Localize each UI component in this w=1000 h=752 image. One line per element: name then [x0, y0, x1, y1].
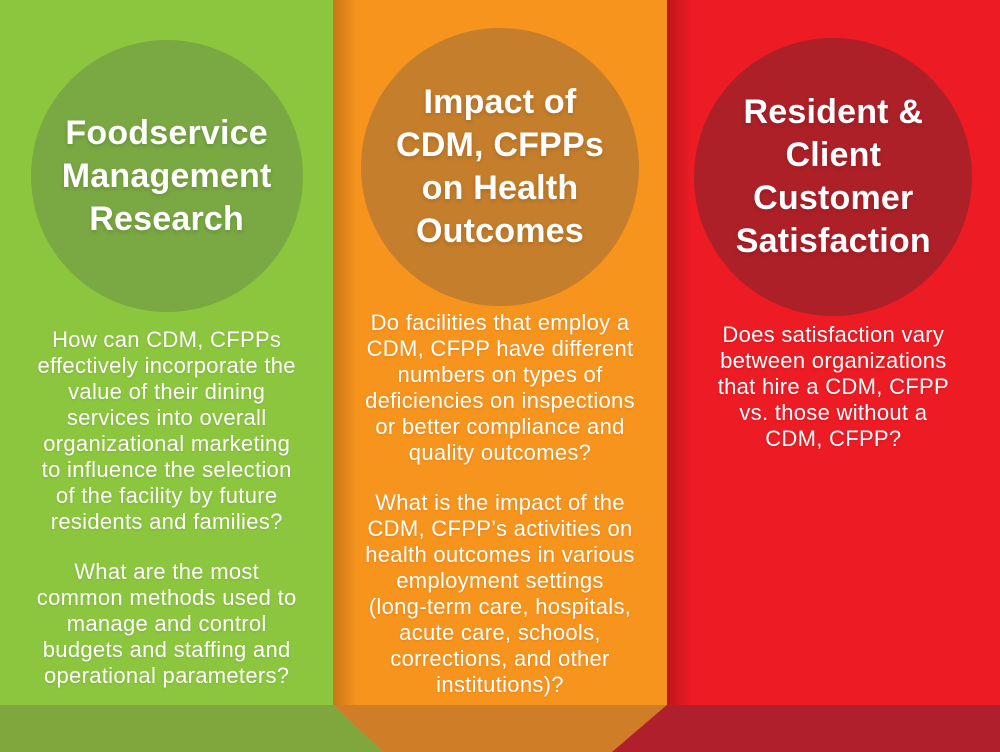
topic-circle-foodservice: Foodservice Management Research [30, 40, 303, 312]
questions-satisfaction: Does satisfaction vary between organizat… [667, 322, 1000, 476]
column-resident-client-satisfaction: Resident & Client Customer Satisfaction … [666, 0, 1000, 752]
topic-circle-health-outcomes: Impact of CDM, CFPPs on Health Outcomes [360, 28, 639, 306]
question-text: How can CDM, CFPPs effectively incorpora… [37, 327, 296, 534]
questions-foodservice: How can CDM, CFPPs effectively incorpora… [0, 327, 333, 713]
question-text: What are the most common methods used to… [36, 559, 297, 688]
column-impact-on-health-outcomes: Impact of CDM, CFPPs on Health Outcomes … [333, 0, 667, 752]
ribbon-fold-orange [333, 705, 667, 752]
topic-title-satisfaction: Resident & Client Customer Satisfaction [735, 93, 931, 260]
question-text: What is the impact of the CDM, CFPP’s ac… [365, 490, 635, 697]
ribbon-fold-red [612, 705, 1000, 752]
topic-title-health-outcomes: Impact of CDM, CFPPs on Health Outcomes [396, 83, 604, 250]
question-text: Do facilities that employ a CDM, CFPP ha… [365, 310, 635, 465]
topic-circle-satisfaction: Resident & Client Customer Satisfaction [694, 38, 973, 316]
ribbon-fold-green [0, 705, 383, 752]
questions-health-outcomes: Do facilities that employ a CDM, CFPP ha… [333, 310, 666, 722]
column-foodservice-management-research: Foodservice Management Research How can … [0, 0, 334, 752]
topic-title-foodservice: Foodservice Management Research [61, 113, 272, 238]
question-text: Does satisfaction vary between organizat… [717, 322, 949, 451]
